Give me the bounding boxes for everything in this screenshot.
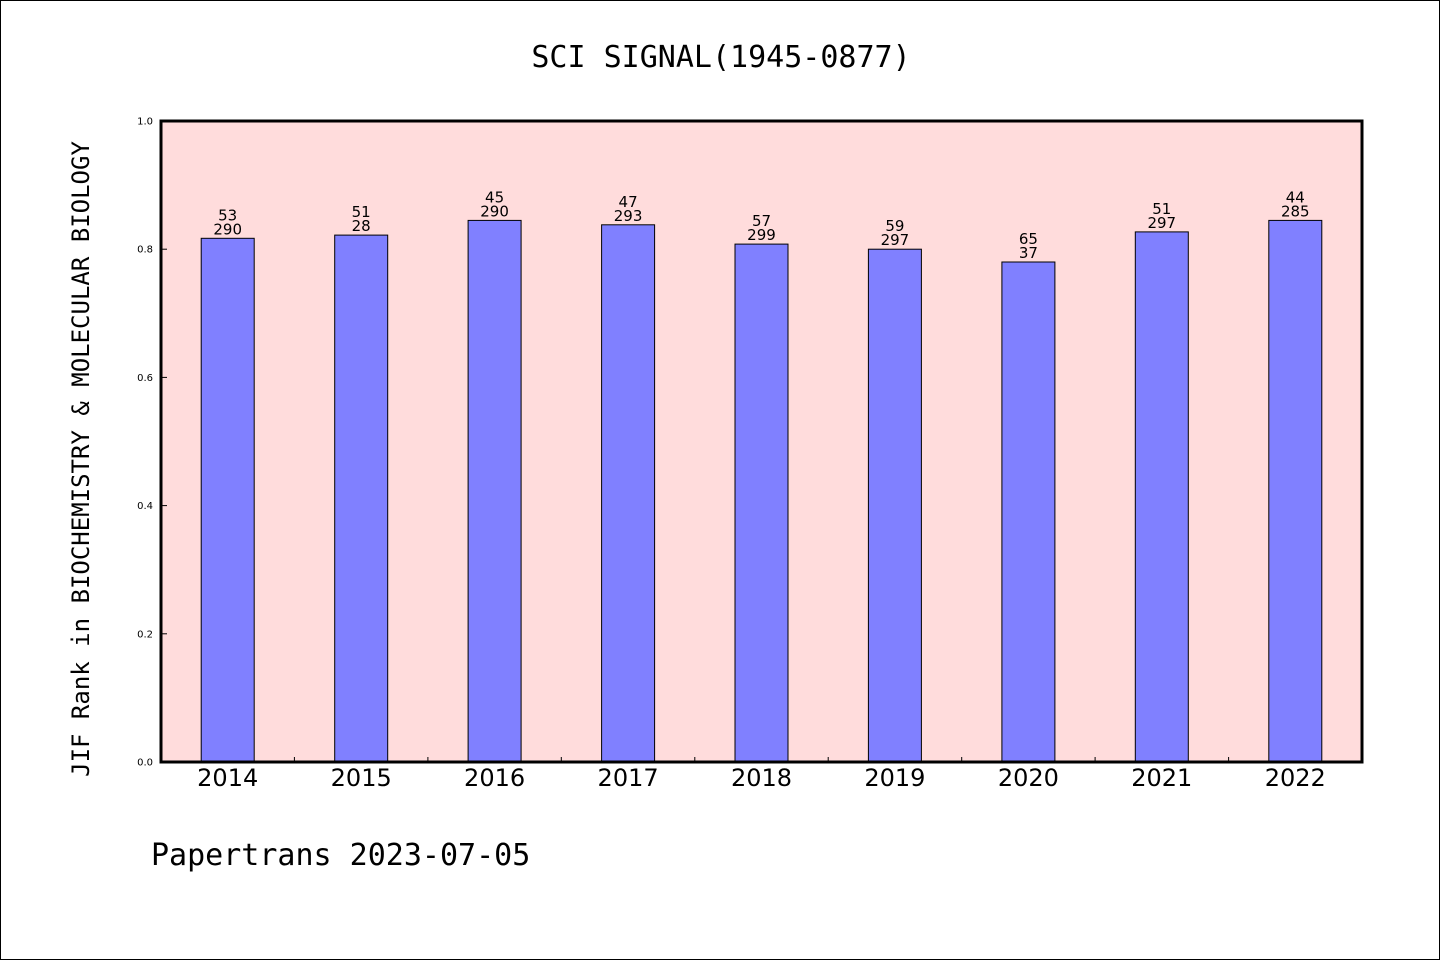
x-tick-label-2022: 2022 — [1265, 764, 1326, 792]
y-axis-label: JIF Rank in BIOCHEMISTRY & MOLECULAR BIO… — [67, 141, 95, 777]
bar-2017 — [601, 224, 656, 763]
data-label-top-2022: 44 — [1286, 188, 1305, 206]
data-label-bottom-2016: 290 — [480, 202, 509, 220]
x-tick-label-2016: 2016 — [464, 764, 525, 792]
data-label-bottom-2018: 299 — [747, 226, 776, 244]
x-tick-label-2014: 2014 — [197, 764, 258, 792]
y-tick-label-0.2: 0.2 — [137, 629, 153, 640]
bar-2020 — [1001, 261, 1056, 763]
data-label-top-2021: 51 — [1152, 200, 1171, 218]
x-tick-label-2017: 2017 — [598, 764, 659, 792]
bar-2016 — [467, 219, 522, 763]
bar-2022 — [1268, 219, 1323, 763]
bar-2014 — [200, 237, 255, 763]
plot-border — [159, 119, 1364, 764]
data-label-bottom-2022: 285 — [1281, 202, 1310, 220]
footer-text: Papertrans 2023-07-05 — [151, 838, 530, 873]
y-tick-label-0.8: 0.8 — [137, 245, 153, 256]
bar-2015 — [334, 234, 389, 763]
x-tick-label-2019: 2019 — [864, 764, 925, 792]
data-label-bottom-2015: 28 — [352, 217, 371, 235]
y-tick-label-0.4: 0.4 — [137, 501, 153, 512]
data-label-bottom-2021: 297 — [1147, 214, 1176, 232]
data-label-top-2015: 51 — [352, 203, 371, 221]
y-tick-label-0.6: 0.6 — [137, 373, 153, 384]
bar-2018 — [734, 243, 789, 763]
data-label-top-2018: 57 — [752, 212, 771, 230]
data-label-top-2020: 65 — [1019, 230, 1038, 248]
bar-2021 — [1134, 231, 1189, 763]
x-tick-label-2021: 2021 — [1131, 764, 1192, 792]
data-label-top-2017: 47 — [619, 193, 638, 211]
data-label-bottom-2014: 290 — [213, 220, 242, 238]
data-label-top-2014: 53 — [218, 206, 237, 224]
y-tick-label-1.0: 1.0 — [137, 117, 153, 128]
y-tick-label-0.0: 0.0 — [137, 758, 153, 769]
chart-title: SCI SIGNAL(1945-0877) — [531, 40, 910, 75]
ticks-layer: 2014 2015 2016 2017 2018 2019 2020 2021 2022 0.0 0… — [137, 117, 1326, 793]
bar-2019 — [867, 248, 922, 763]
data-label-bottom-2017: 293 — [614, 207, 643, 225]
x-tick-label-2020: 2020 — [998, 764, 1059, 792]
data-label-top-2016: 45 — [485, 188, 504, 206]
x-tick-label-2015: 2015 — [331, 764, 392, 792]
data-label-bottom-2020: 37 — [1019, 244, 1038, 262]
data-label-bottom-2019: 297 — [881, 231, 910, 249]
data-label-top-2019: 59 — [885, 217, 904, 235]
x-tick-label-2018: 2018 — [731, 764, 792, 792]
